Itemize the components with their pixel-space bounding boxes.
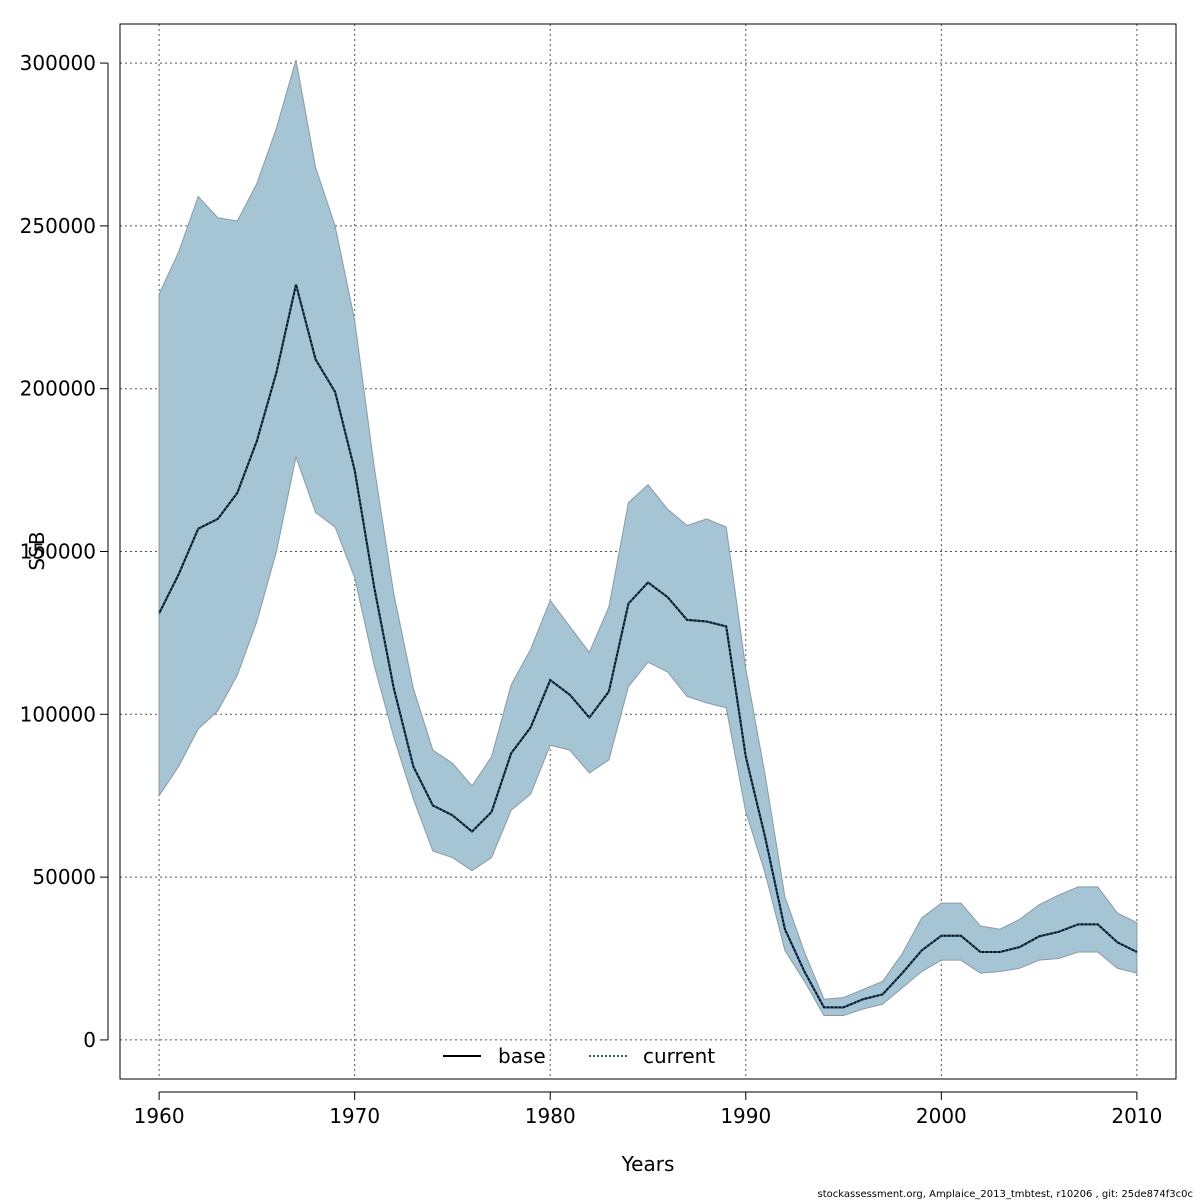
y-tick-label-250000: 250000 — [20, 214, 96, 238]
confidence-band-layer — [158, 59, 1138, 1016]
x-tick-label-1970: 1970 — [329, 1104, 380, 1128]
legend-label-current: current — [643, 1044, 715, 1068]
y-tick-label-0: 0 — [83, 1028, 96, 1052]
x-tick-label-1990: 1990 — [720, 1104, 771, 1128]
legend: base current — [443, 1044, 715, 1068]
y-tick-label-50000: 50000 — [32, 865, 96, 889]
x-axis-title: Years — [621, 1152, 675, 1176]
y-axis: 0 50000 100000 150000 200000 250000 300000 — [20, 51, 109, 1052]
plot-frame — [119, 23, 1177, 1080]
y-axis-title: SSB — [25, 531, 49, 570]
x-axis: 1960 1970 1980 1990 2000 2010 — [134, 1091, 1162, 1128]
confidence-band — [158, 59, 1138, 1016]
x-tick-label-1960: 1960 — [134, 1104, 185, 1128]
y-tick-label-100000: 100000 — [20, 702, 96, 726]
series-line-current — [158, 284, 1138, 1009]
y-tick-label-150000: 150000 — [20, 540, 96, 564]
series-layer — [158, 284, 1138, 1009]
x-tick-label-2010: 2010 — [1111, 1104, 1162, 1128]
footer-credit: stockassessment.org, Amplaice_2013_tmbte… — [818, 1189, 1193, 1200]
legend-label-base: base — [498, 1044, 546, 1068]
y-tick-label-200000: 200000 — [20, 377, 96, 401]
x-tick-label-1980: 1980 — [525, 1104, 576, 1128]
x-tick-label-2000: 2000 — [916, 1104, 967, 1128]
y-tick-label-300000: 300000 — [20, 51, 96, 75]
